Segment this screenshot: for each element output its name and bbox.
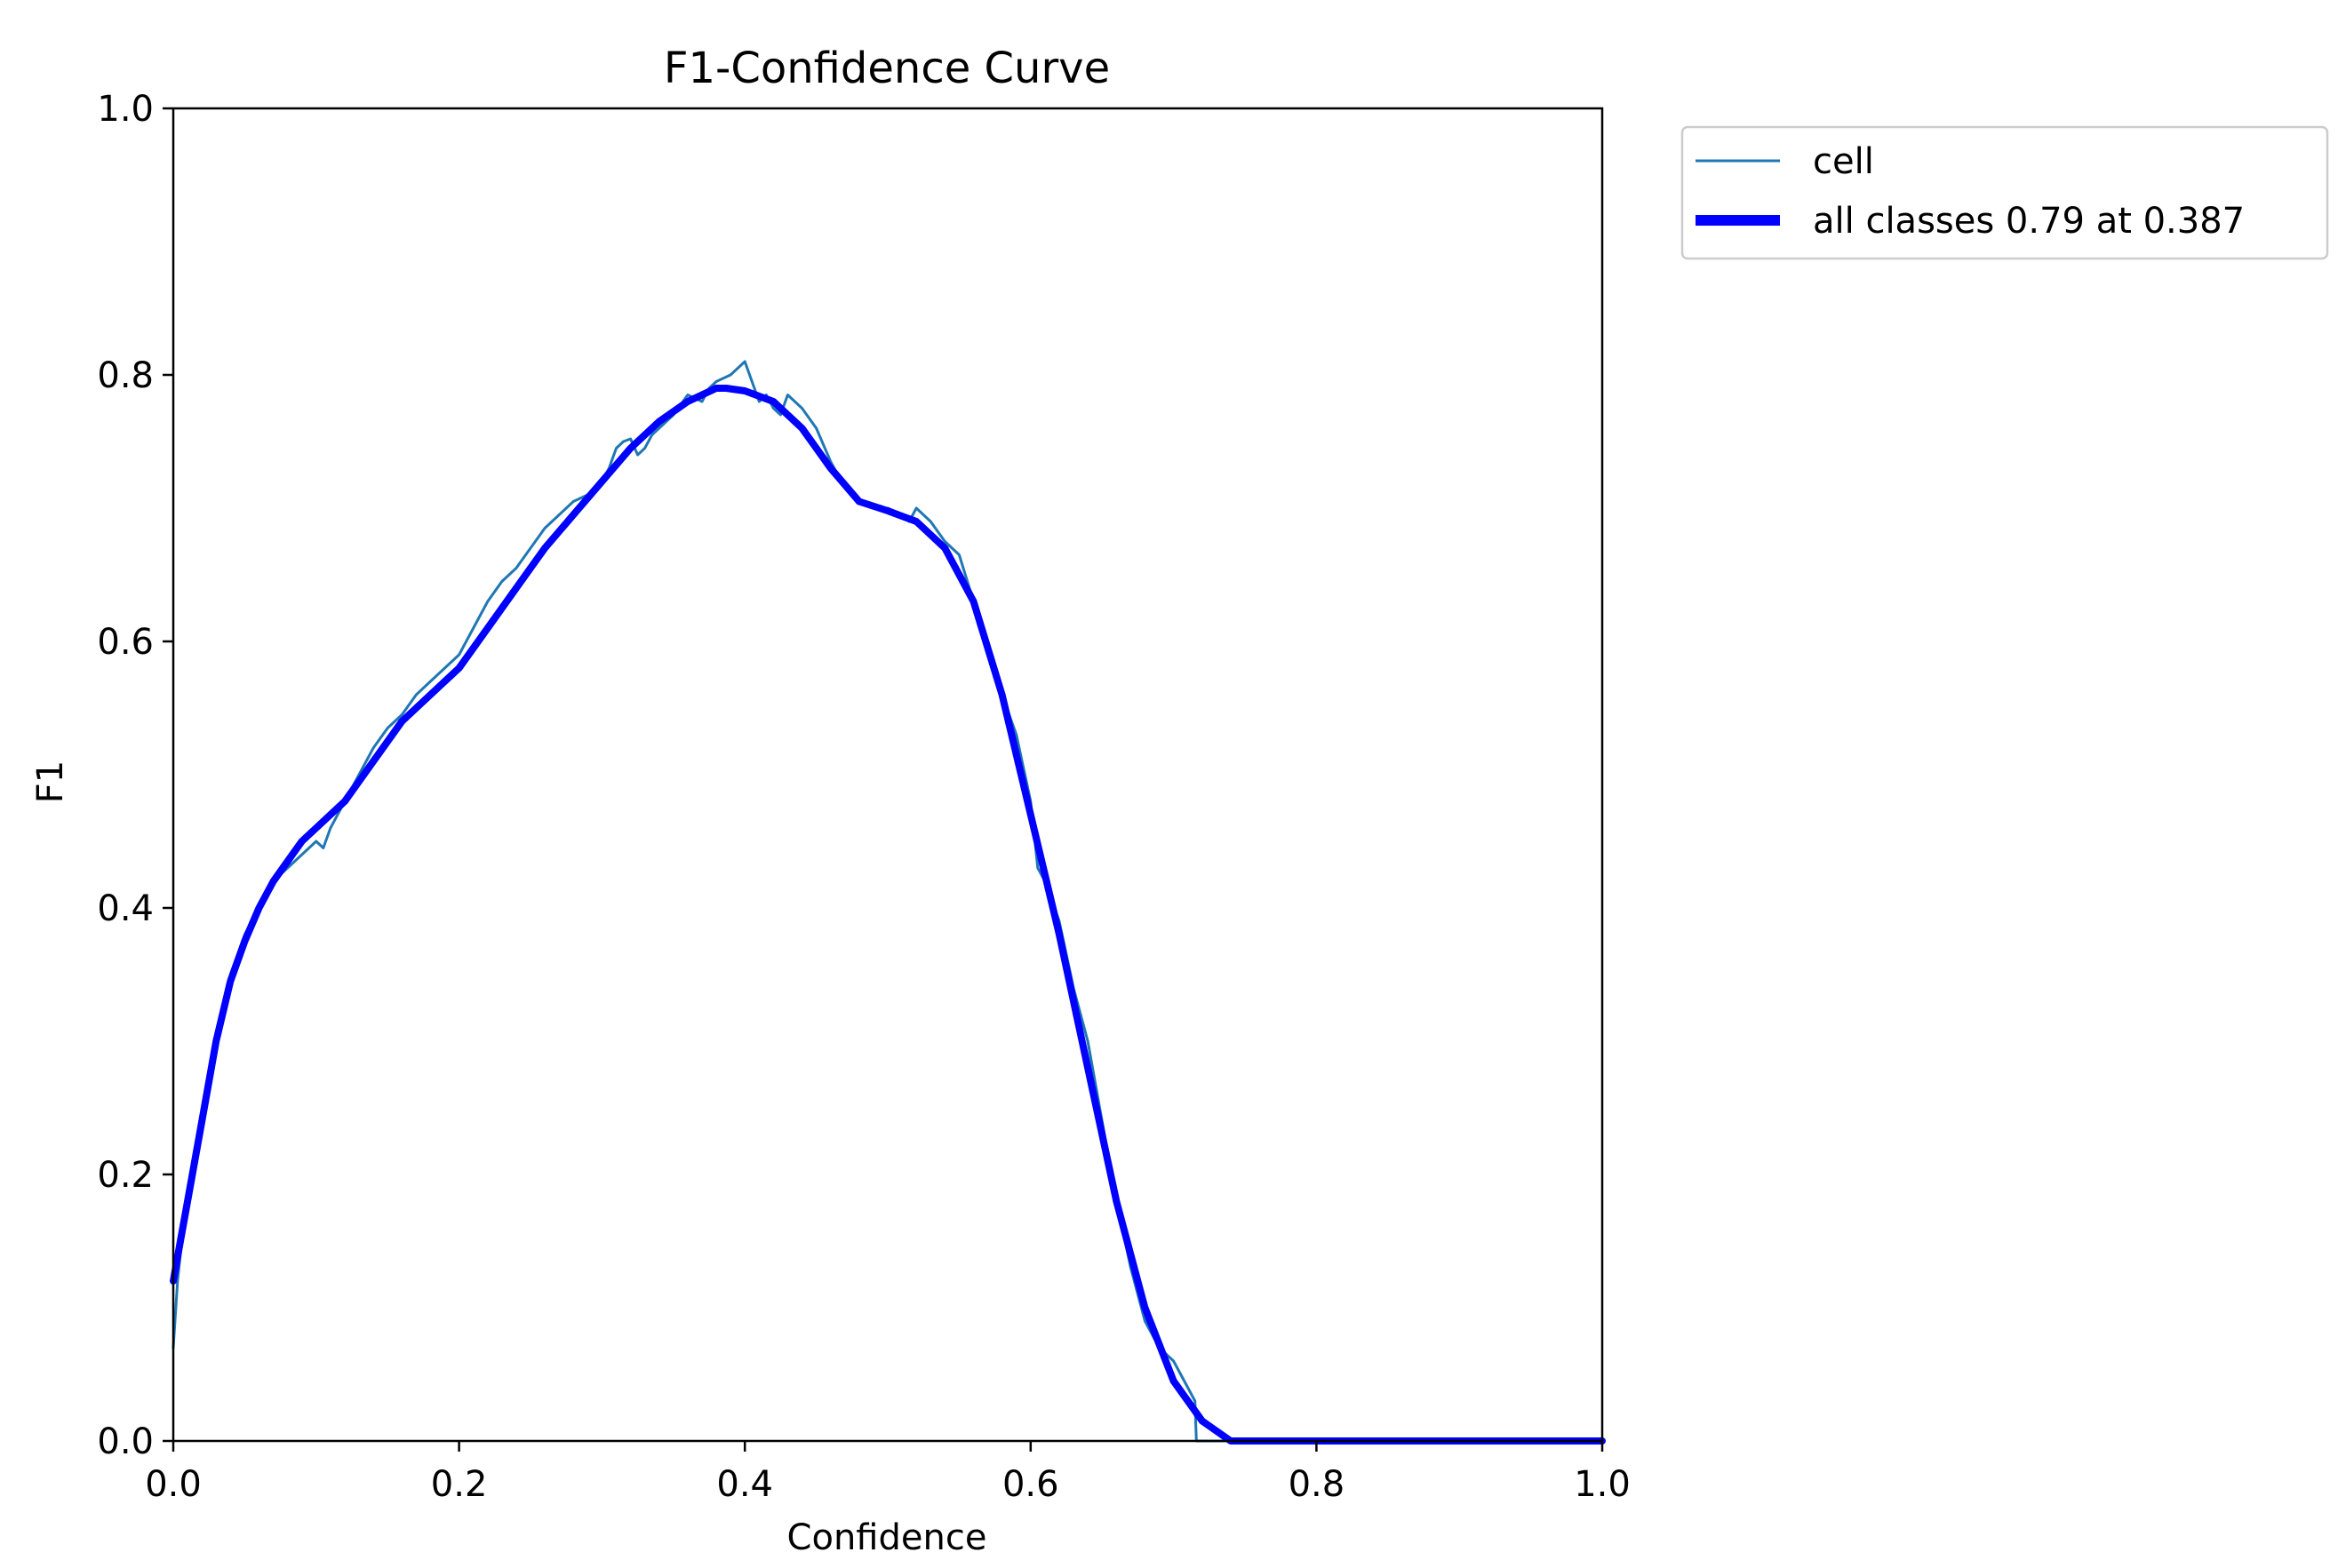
x-tick-label: 0.8 xyxy=(1289,1464,1345,1505)
chart-title: F1-Confidence Curve xyxy=(664,44,1110,93)
x-axis-ticks: 0.0 0.2 0.4 0.6 0.8 1.0 xyxy=(145,1441,1631,1505)
legend-box xyxy=(1680,125,2329,260)
series-layer xyxy=(170,360,1606,1445)
y-tick-label: 0.0 xyxy=(97,1421,154,1462)
x-axis-label: Confidence xyxy=(787,1517,987,1558)
y-tick-label: 1.0 xyxy=(97,89,154,130)
series-line-all-classes xyxy=(170,385,1606,1445)
y-tick-label: 0.4 xyxy=(97,888,154,929)
plot-area xyxy=(170,107,1606,1445)
x-tick-label: 0.0 xyxy=(145,1464,202,1505)
y-tick-label: 0.2 xyxy=(97,1155,154,1196)
legend-label-cell: cell xyxy=(1813,141,1874,182)
x-tick-label: 1.0 xyxy=(1574,1464,1631,1505)
plot-frame xyxy=(172,107,1604,1443)
x-tick-label: 0.4 xyxy=(716,1464,773,1505)
y-tick-label: 0.8 xyxy=(97,355,154,396)
legend: cell all classes 0.79 at 0.387 xyxy=(1680,125,2329,260)
y-axis-label: F1 xyxy=(30,760,71,803)
x-tick-label: 0.2 xyxy=(431,1464,488,1505)
y-axis-ticks: 0.0 0.2 0.4 0.6 0.8 1.0 xyxy=(97,89,173,1462)
x-tick-label: 0.6 xyxy=(1002,1464,1059,1505)
legend-label-all-classes: all classes 0.79 at 0.387 xyxy=(1813,201,2245,242)
y-tick-label: 0.6 xyxy=(97,622,154,663)
